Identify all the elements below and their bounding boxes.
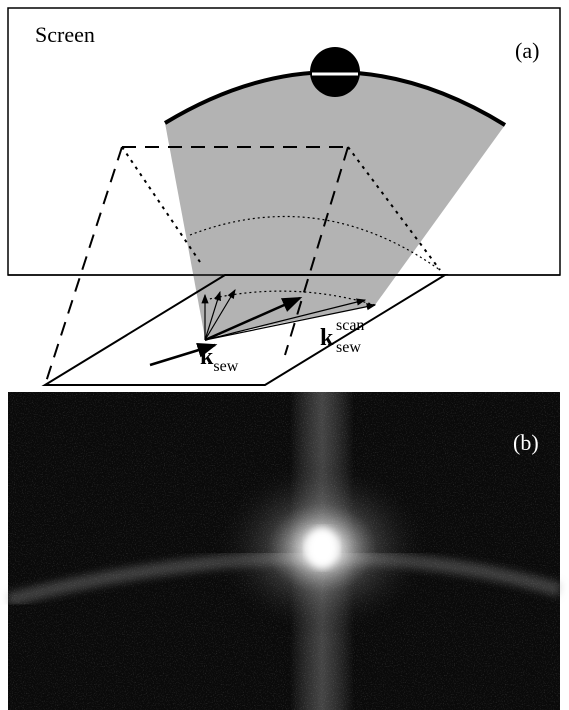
vector-label: k <box>320 325 334 351</box>
vector-label: ksew <box>200 344 239 375</box>
screen-label: Screen <box>35 22 95 47</box>
vector-sub: sew <box>336 339 361 356</box>
figure: Screen (a) ksew k sew scan (b) <box>0 0 569 710</box>
vector-base: k <box>200 344 214 370</box>
speckle <box>8 392 560 710</box>
panel-label: (a) <box>515 38 539 63</box>
panel-label: (b) <box>513 430 539 455</box>
panel-a: Screen (a) ksew k sew scan <box>8 8 560 385</box>
beam-spot <box>310 47 360 97</box>
vector-sub: sew <box>213 358 238 375</box>
panel-b: (b) <box>8 392 560 710</box>
vector-sup: scan <box>336 317 364 334</box>
